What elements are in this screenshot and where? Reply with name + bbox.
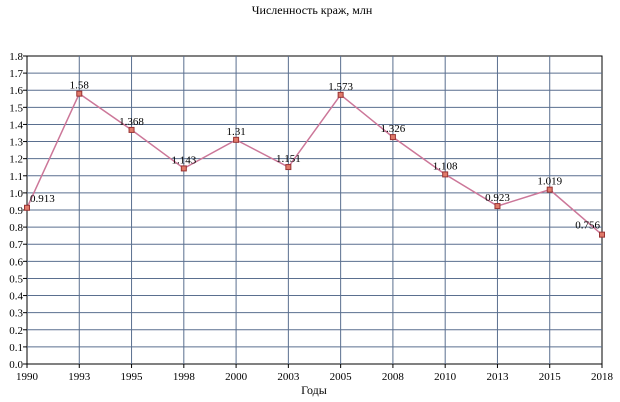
y-axis: 0.0 0.1 0.2 0.3 0.4 0.5 0.6 0.7 0.8 0.9 1.0 1.1 1.2 1… [9, 51, 27, 371]
data-label: 0.923 [485, 192, 510, 204]
data-point [389, 134, 396, 141]
data-label: 0.913 [30, 193, 55, 205]
y-tick-label: 1.8 [9, 51, 23, 63]
data-label: 1.108 [433, 160, 458, 172]
x-tick-label: 2015 [539, 371, 562, 383]
x-axis-label: Годы [301, 383, 327, 397]
y-tick-label: 0.6 [9, 256, 23, 268]
x-axis: 1990 1993 1995 1998 2000 2003 2005 2008 2010 2013… [16, 364, 614, 383]
y-tick-label: 0.5 [9, 273, 23, 285]
y-tick-label: 1.0 [9, 188, 23, 200]
y-tick-label: 1.5 [9, 102, 23, 114]
y-tick-label: 0.9 [9, 205, 23, 217]
data-point [494, 203, 501, 210]
x-tick-label: 2008 [382, 371, 405, 383]
data-point [285, 164, 292, 171]
x-tick-label: 2010 [434, 371, 457, 383]
data-point [180, 165, 187, 172]
data-label: 1.019 [537, 176, 562, 188]
data-label: 1.58 [70, 80, 90, 92]
data-point [599, 231, 605, 238]
series-line [26, 92, 603, 236]
x-tick-label: 2005 [330, 371, 353, 383]
y-tick-label: 1.7 [9, 68, 23, 80]
data-label: 1.368 [119, 116, 144, 128]
data-point [24, 204, 30, 211]
data-label: 1.151 [276, 153, 301, 165]
y-tick-label: 0.3 [9, 308, 23, 320]
y-tick-label: 1.6 [9, 85, 23, 97]
data-label: 1.326 [381, 123, 406, 135]
x-tick-label: 1993 [68, 371, 91, 383]
data-label: 1.143 [171, 154, 196, 166]
x-tick-label: 2003 [277, 371, 300, 383]
data-point [233, 136, 240, 143]
data-label: 1.573 [328, 81, 353, 93]
y-tick-label: 0.7 [9, 239, 23, 251]
x-tick-label: 2000 [225, 371, 248, 383]
y-tick-label: 0.2 [9, 325, 23, 337]
y-tick-label: 0.8 [9, 222, 23, 234]
y-tick-label: 0.1 [9, 342, 23, 354]
data-point [546, 186, 553, 193]
y-tick-label: 1.1 [9, 171, 23, 183]
y-tick-label: 1.2 [9, 154, 23, 166]
x-tick-label: 2018 [591, 371, 614, 383]
x-tick-label: 1995 [121, 371, 144, 383]
y-tick-label: 1.3 [9, 137, 23, 149]
x-tick-label: 2013 [486, 371, 509, 383]
y-tick-label: 1.4 [9, 119, 23, 131]
series [24, 90, 605, 238]
data-point [128, 126, 135, 133]
y-tick-label: 0.4 [9, 291, 23, 303]
x-tick-label: 1990 [16, 371, 39, 383]
chart-title: Численность краж, млн [252, 3, 373, 17]
data-point [76, 90, 83, 97]
x-tick-label: 1998 [173, 371, 196, 383]
data-point [337, 91, 344, 98]
data-labels: 0.913 1.58 1.368 1.143 1.31 1.151 1.573 1.326 1.… [30, 80, 601, 232]
y-tick-label: 0.0 [9, 359, 23, 371]
data-label: 1.31 [226, 126, 245, 138]
data-label: 0.756 [575, 220, 600, 232]
data-point [442, 171, 449, 178]
